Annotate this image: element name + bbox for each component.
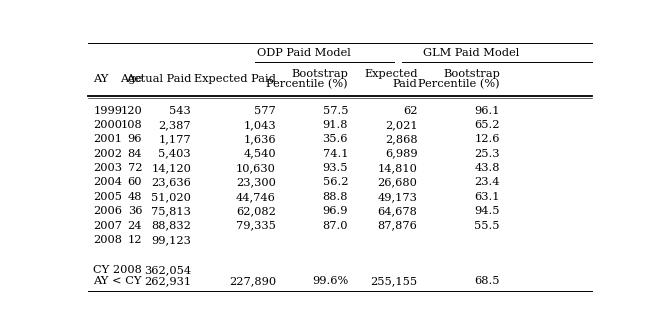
Text: 87.0: 87.0	[323, 220, 348, 231]
Text: 255,155: 255,155	[371, 276, 418, 286]
Text: 10,630: 10,630	[236, 163, 276, 173]
Text: 2003: 2003	[93, 163, 122, 173]
Text: 14,810: 14,810	[378, 163, 418, 173]
Text: 543: 543	[169, 106, 191, 116]
Text: 2,387: 2,387	[159, 120, 191, 130]
Text: 62,082: 62,082	[236, 206, 276, 216]
Text: 1999: 1999	[93, 106, 122, 116]
Text: 79,335: 79,335	[236, 220, 276, 231]
Text: 63.1: 63.1	[474, 192, 500, 202]
Text: 84: 84	[127, 149, 142, 159]
Text: 74.1: 74.1	[323, 149, 348, 159]
Text: Percentile (%): Percentile (%)	[418, 78, 500, 89]
Text: 12.6: 12.6	[474, 134, 500, 144]
Text: 14,120: 14,120	[151, 163, 191, 173]
Text: 55.5: 55.5	[474, 220, 500, 231]
Text: 23,300: 23,300	[236, 177, 276, 187]
Text: 12: 12	[127, 235, 142, 245]
Text: 362,054: 362,054	[144, 265, 191, 275]
Text: 1,043: 1,043	[243, 120, 276, 130]
Text: 88.8: 88.8	[323, 192, 348, 202]
Text: 2002: 2002	[93, 149, 122, 159]
Text: 60: 60	[127, 177, 142, 187]
Text: Bootstrap: Bootstrap	[291, 69, 348, 78]
Text: 2007: 2007	[93, 220, 122, 231]
Text: 48: 48	[127, 192, 142, 202]
Text: 96.1: 96.1	[474, 106, 500, 116]
Text: 65.2: 65.2	[474, 120, 500, 130]
Text: 49,173: 49,173	[378, 192, 418, 202]
Text: 93.5: 93.5	[323, 163, 348, 173]
Text: 120: 120	[120, 106, 142, 116]
Text: 2001: 2001	[93, 134, 122, 144]
Text: Expected: Expected	[364, 69, 418, 78]
Text: Expected Paid: Expected Paid	[194, 73, 276, 84]
Text: 25.3: 25.3	[474, 149, 500, 159]
Text: 1,177: 1,177	[159, 134, 191, 144]
Text: 87,876: 87,876	[378, 220, 418, 231]
Text: 2,868: 2,868	[385, 134, 418, 144]
Text: 96: 96	[127, 134, 142, 144]
Text: 57.5: 57.5	[323, 106, 348, 116]
Text: 99.6%: 99.6%	[312, 276, 348, 286]
Text: 2000: 2000	[93, 120, 122, 130]
Text: 88,832: 88,832	[151, 220, 191, 231]
Text: Paid: Paid	[392, 78, 418, 89]
Text: 94.5: 94.5	[474, 206, 500, 216]
Text: 2008: 2008	[93, 235, 122, 245]
Text: 2006: 2006	[93, 206, 122, 216]
Text: 577: 577	[254, 106, 276, 116]
Text: 75,813: 75,813	[151, 206, 191, 216]
Text: 35.6: 35.6	[323, 134, 348, 144]
Text: 108: 108	[120, 120, 142, 130]
Text: 4,540: 4,540	[243, 149, 276, 159]
Text: 68.5: 68.5	[474, 276, 500, 286]
Text: Bootstrap: Bootstrap	[443, 69, 500, 78]
Text: 64,678: 64,678	[378, 206, 418, 216]
Text: 262,931: 262,931	[144, 276, 191, 286]
Text: AY: AY	[93, 73, 109, 84]
Text: 5,403: 5,403	[159, 149, 191, 159]
Text: 2004: 2004	[93, 177, 122, 187]
Text: 26,680: 26,680	[378, 177, 418, 187]
Text: 2,021: 2,021	[385, 120, 418, 130]
Text: 23.4: 23.4	[474, 177, 500, 187]
Text: GLM Paid Model: GLM Paid Model	[424, 48, 520, 58]
Text: 72: 72	[127, 163, 142, 173]
Text: 24: 24	[127, 220, 142, 231]
Text: 62: 62	[403, 106, 418, 116]
Text: 99,123: 99,123	[151, 235, 191, 245]
Text: 6,989: 6,989	[385, 149, 418, 159]
Text: 51,020: 51,020	[151, 192, 191, 202]
Text: 2005: 2005	[93, 192, 122, 202]
Text: 96.9: 96.9	[323, 206, 348, 216]
Text: Actual Paid: Actual Paid	[125, 73, 191, 84]
Text: CY 2008: CY 2008	[93, 265, 142, 275]
Text: 43.8: 43.8	[474, 163, 500, 173]
Text: 23,636: 23,636	[151, 177, 191, 187]
Text: ODP Paid Model: ODP Paid Model	[258, 48, 351, 58]
Text: 44,746: 44,746	[236, 192, 276, 202]
Text: 227,890: 227,890	[229, 276, 276, 286]
Text: Age: Age	[120, 73, 142, 84]
Text: 1,636: 1,636	[243, 134, 276, 144]
Text: AY < CY: AY < CY	[93, 276, 142, 286]
Text: Percentile (%): Percentile (%)	[266, 78, 348, 89]
Text: 36: 36	[127, 206, 142, 216]
Text: 91.8: 91.8	[323, 120, 348, 130]
Text: 56.2: 56.2	[323, 177, 348, 187]
